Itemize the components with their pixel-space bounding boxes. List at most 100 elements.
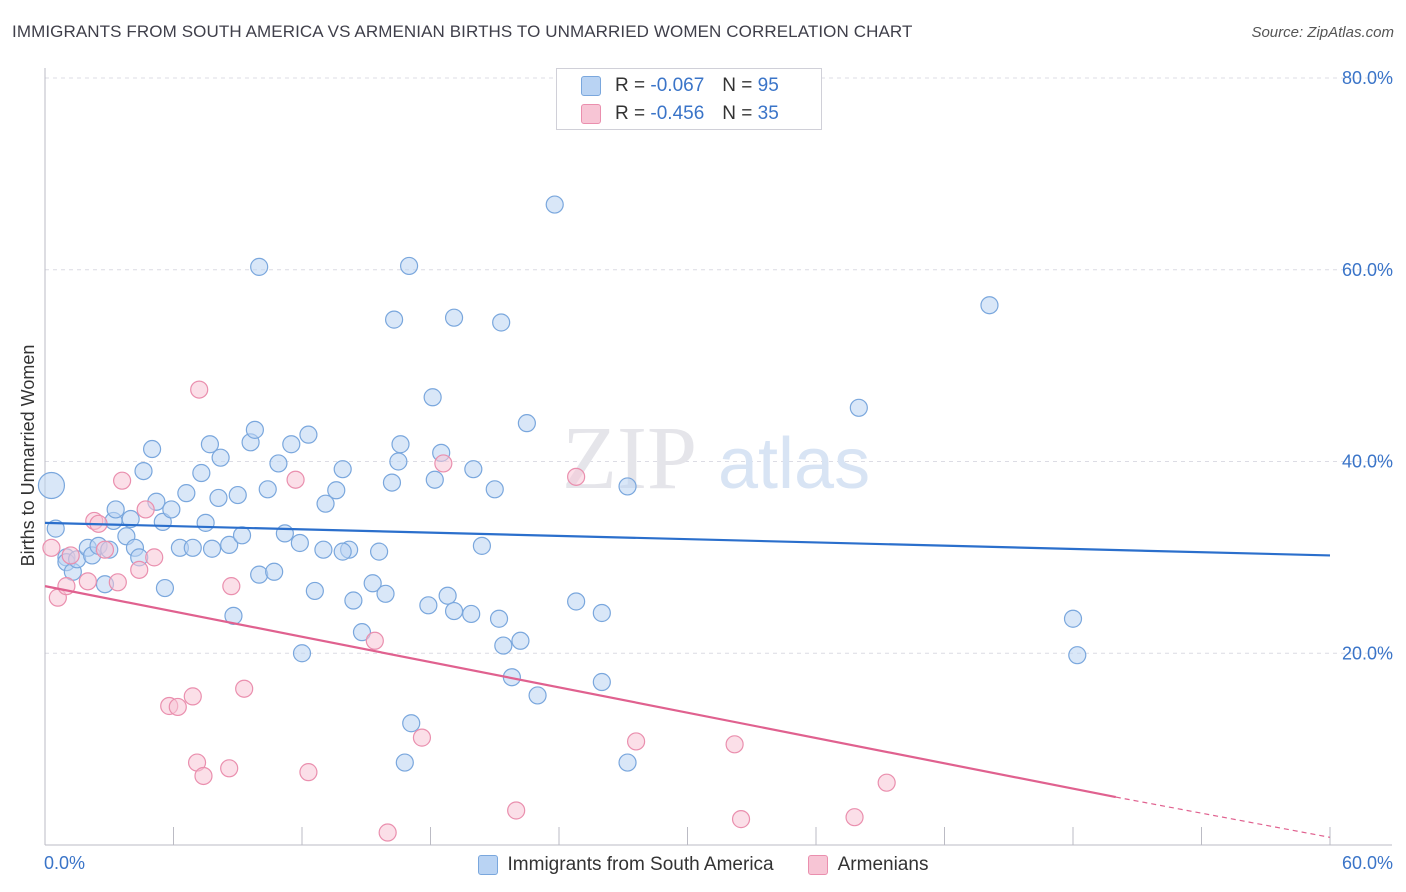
- n-label: N =: [722, 75, 753, 96]
- immigrants-point: [183, 538, 202, 557]
- immigrants-point: [492, 313, 511, 332]
- immigrants-point: [352, 623, 372, 642]
- series-legend: Immigrants from South America Armenians: [0, 850, 1406, 880]
- armenians-point: [194, 766, 213, 786]
- r-value: -0.456: [650, 103, 705, 124]
- r-label: R =: [615, 75, 646, 96]
- armenians-point: [95, 540, 115, 559]
- immigrants-point: [106, 500, 125, 519]
- n-value: 95: [757, 75, 779, 96]
- immigrants-point: [489, 609, 509, 628]
- immigrants-point: [592, 672, 611, 692]
- axes: [44, 68, 1392, 846]
- swatch-blue: [477, 855, 498, 875]
- y-tick-label-3: 80.0%: [1342, 68, 1393, 88]
- immigrants-point: [282, 435, 301, 454]
- armenians-point: [434, 454, 453, 473]
- immigrants-point: [228, 485, 247, 505]
- armenians-point: [626, 732, 646, 751]
- y-tick-label-2: 60.0%: [1342, 260, 1393, 280]
- immigrants-point: [444, 308, 464, 327]
- swatch-pink: [581, 104, 601, 124]
- legend-item-armenians[interactable]: Armenians: [807, 854, 929, 876]
- immigrants-point: [155, 578, 175, 598]
- immigrants-point: [209, 488, 228, 508]
- immigrants-point: [395, 753, 414, 772]
- immigrants-point: [402, 714, 421, 733]
- armenians-point: [78, 572, 97, 591]
- armenians-point: [112, 471, 132, 490]
- immigrants-point: [250, 565, 269, 584]
- immigrants-point: [344, 591, 363, 610]
- immigrants-point: [46, 519, 65, 538]
- correlation-row-armenians: R = -0.456 N = 35: [581, 101, 779, 127]
- immigrants-point: [202, 539, 222, 558]
- immigrants-point: [382, 473, 402, 492]
- immigrants-point: [980, 296, 999, 315]
- immigrants-point: [567, 592, 586, 611]
- swatch-blue: [581, 76, 601, 96]
- chart-title: IMMIGRANTS FROM SOUTH AMERICA VS ARMENIA…: [12, 22, 913, 41]
- armenians-point: [108, 573, 127, 592]
- armenians-point: [168, 697, 187, 717]
- immigrants-point: [384, 310, 404, 329]
- armenians-point: [235, 679, 254, 698]
- y-axis-label: Births to Unmarried Women: [18, 345, 38, 567]
- immigrants-point: [211, 448, 230, 467]
- immigrants-point: [232, 526, 252, 545]
- immigrants-point: [399, 256, 419, 276]
- r-value: -0.067: [650, 75, 705, 96]
- immigrants-point: [37, 471, 66, 500]
- immigrants-point: [333, 460, 352, 479]
- armenians-point: [222, 577, 241, 596]
- immigrants-point: [511, 631, 530, 650]
- immigrants-point: [391, 435, 410, 454]
- immigrants-point: [618, 753, 637, 772]
- immigrants-point: [292, 644, 312, 663]
- immigrants-point: [389, 452, 408, 471]
- source-label: Source: ZipAtlas.com: [1251, 24, 1394, 41]
- immigrants-point: [1068, 646, 1087, 665]
- armenians-point: [190, 380, 209, 399]
- immigrants-point: [220, 535, 239, 555]
- immigrants-point: [618, 477, 637, 496]
- immigrants-point: [419, 596, 438, 615]
- armenians-point: [378, 823, 397, 842]
- immigrants-point: [849, 398, 868, 417]
- immigrants-point: [142, 439, 162, 459]
- immigrants-point: [121, 509, 140, 529]
- armenians-point: [731, 810, 751, 829]
- legend-label: Armenians: [837, 854, 929, 875]
- tick-labels: 20.0% 40.0% 60.0% 80.0% 0.0% 60.0% Births to U…: [18, 68, 1393, 873]
- immigrants-point: [363, 574, 382, 593]
- immigrants-point: [200, 435, 220, 454]
- immigrants-point: [494, 636, 513, 655]
- armenians-point: [412, 728, 432, 747]
- immigrants-point: [275, 524, 294, 543]
- immigrants-point: [192, 463, 211, 483]
- immigrants-point: [333, 542, 352, 561]
- correlation-row-immigrants: R = -0.067 N = 95: [581, 73, 779, 99]
- watermark: ZIP atlas: [562, 409, 870, 508]
- armenians-point: [845, 808, 864, 827]
- immigrants-point: [327, 481, 346, 500]
- immigrants-point: [305, 581, 324, 601]
- immigrants-point: [269, 454, 288, 473]
- immigrants-point: [162, 500, 181, 519]
- immigrants-point: [472, 536, 491, 555]
- swatch-pink: [807, 855, 828, 875]
- immigrants-point: [464, 460, 483, 479]
- armenians-point: [299, 763, 318, 782]
- immigrants-point: [316, 494, 335, 513]
- trend-lines: [44, 521, 1331, 838]
- immigrants-point: [545, 195, 564, 214]
- watermark-atlas: atlas: [718, 424, 870, 504]
- immigrants-point: [177, 484, 196, 503]
- legend-label: Immigrants from South America: [507, 854, 774, 875]
- armenians-point: [365, 631, 384, 650]
- n-label: N =: [722, 103, 753, 124]
- immigrants-point: [444, 601, 464, 621]
- legend-item-immigrants[interactable]: Immigrants from South America: [477, 854, 774, 876]
- immigrants-point: [258, 480, 277, 499]
